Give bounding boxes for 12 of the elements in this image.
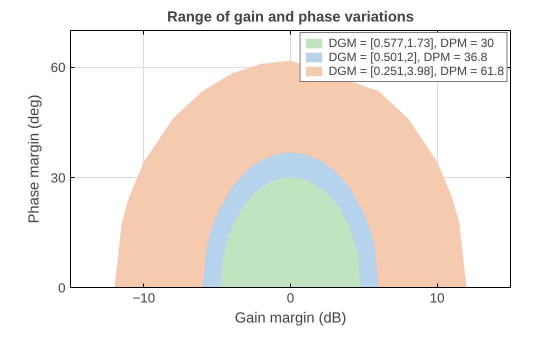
y-tick-label: 60 [50, 60, 66, 76]
x-tick-label: 10 [430, 290, 445, 306]
x-tick-label: −10 [132, 290, 156, 306]
x-axis-title: Gain margin (dB) [234, 310, 346, 326]
x-tick-label: 0 [286, 290, 294, 306]
chart-title: Range of gain and phase variations [167, 10, 414, 26]
legend-label: DGM = [0.577,1.73], DPM = 30 [328, 36, 494, 50]
y-tick-label: 0 [58, 280, 66, 296]
y-axis-title: Phase margin (deg) [26, 94, 43, 224]
y-tick-label: 30 [50, 170, 66, 186]
legend-label: DGM = [0.251,3.98], DPM = 61.8 [328, 64, 504, 78]
legend-label: DGM = [0.501,2], DPM = 36.8 [328, 50, 488, 64]
